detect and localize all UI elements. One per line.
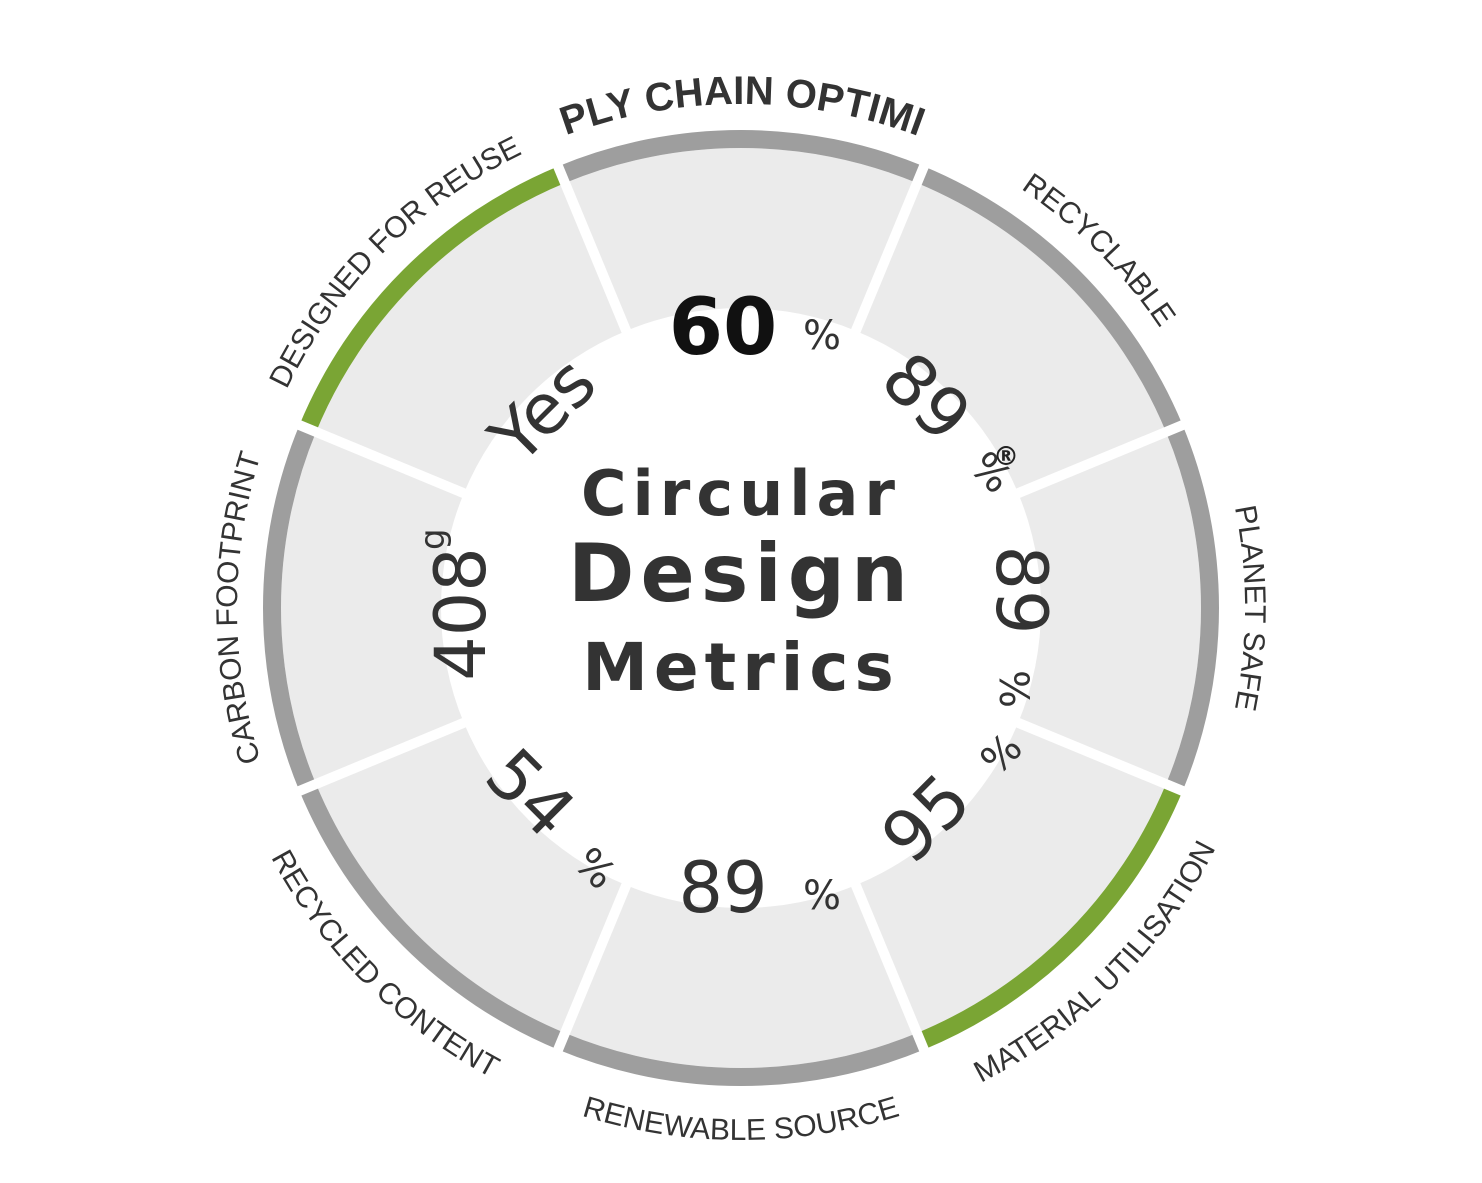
center-disc [441, 308, 1041, 908]
divider-3 [997, 710, 1191, 798]
ring-segment-6 [263, 425, 317, 791]
ring-segment-1 [917, 166, 1183, 432]
metric-value-6: 408 [420, 547, 502, 681]
ring-segment-4 [558, 1032, 924, 1086]
center-title-line-2: Design [568, 527, 914, 620]
metric-label-4: RENEWABLE SOURCE [579, 1091, 902, 1147]
metric-unit-0: % [803, 313, 841, 359]
divider-1 [843, 158, 931, 352]
divider-0 [551, 158, 639, 352]
registered-mark: ® [993, 442, 1019, 472]
divider-2 [997, 418, 1191, 506]
center-title-line-3: Metrics [582, 629, 900, 706]
rings-group [263, 130, 1219, 1086]
ring-segment-7 [299, 166, 565, 432]
center-title-line-1: Circular [581, 457, 901, 530]
metric-unit-6: g [413, 528, 453, 550]
metric-label-6: CARBON FOOTPRINT [211, 448, 267, 768]
center-title-group: Circular Design Metrics ® [568, 442, 1019, 706]
divider-7 [291, 418, 485, 506]
metric-value-0: 60 [669, 283, 778, 373]
metric-label-0: SUPPLY CHAIN OPTIMIZED [0, 0, 930, 145]
metric-label-2: PLANET SAFE [1228, 503, 1271, 714]
metric-unit-4: % [803, 873, 841, 919]
metric-value-group-0: 60% [669, 283, 841, 373]
divider-5 [551, 864, 639, 1058]
ring-segment-0 [558, 130, 924, 184]
metric-value-4: 89 [678, 847, 767, 929]
dividers-group [291, 158, 1191, 1058]
metric-value-2: 89 [980, 545, 1062, 634]
divider-4 [843, 864, 931, 1058]
ring-segment-5 [299, 784, 565, 1050]
ring-segment-3 [917, 784, 1183, 1050]
divider-6 [291, 710, 485, 798]
metric-value-group-2: 89% [980, 545, 1062, 708]
ring-segment-2 [1165, 425, 1219, 791]
metric-unit-2: % [990, 670, 1036, 708]
metric-value-group-4: 89% [678, 847, 841, 929]
